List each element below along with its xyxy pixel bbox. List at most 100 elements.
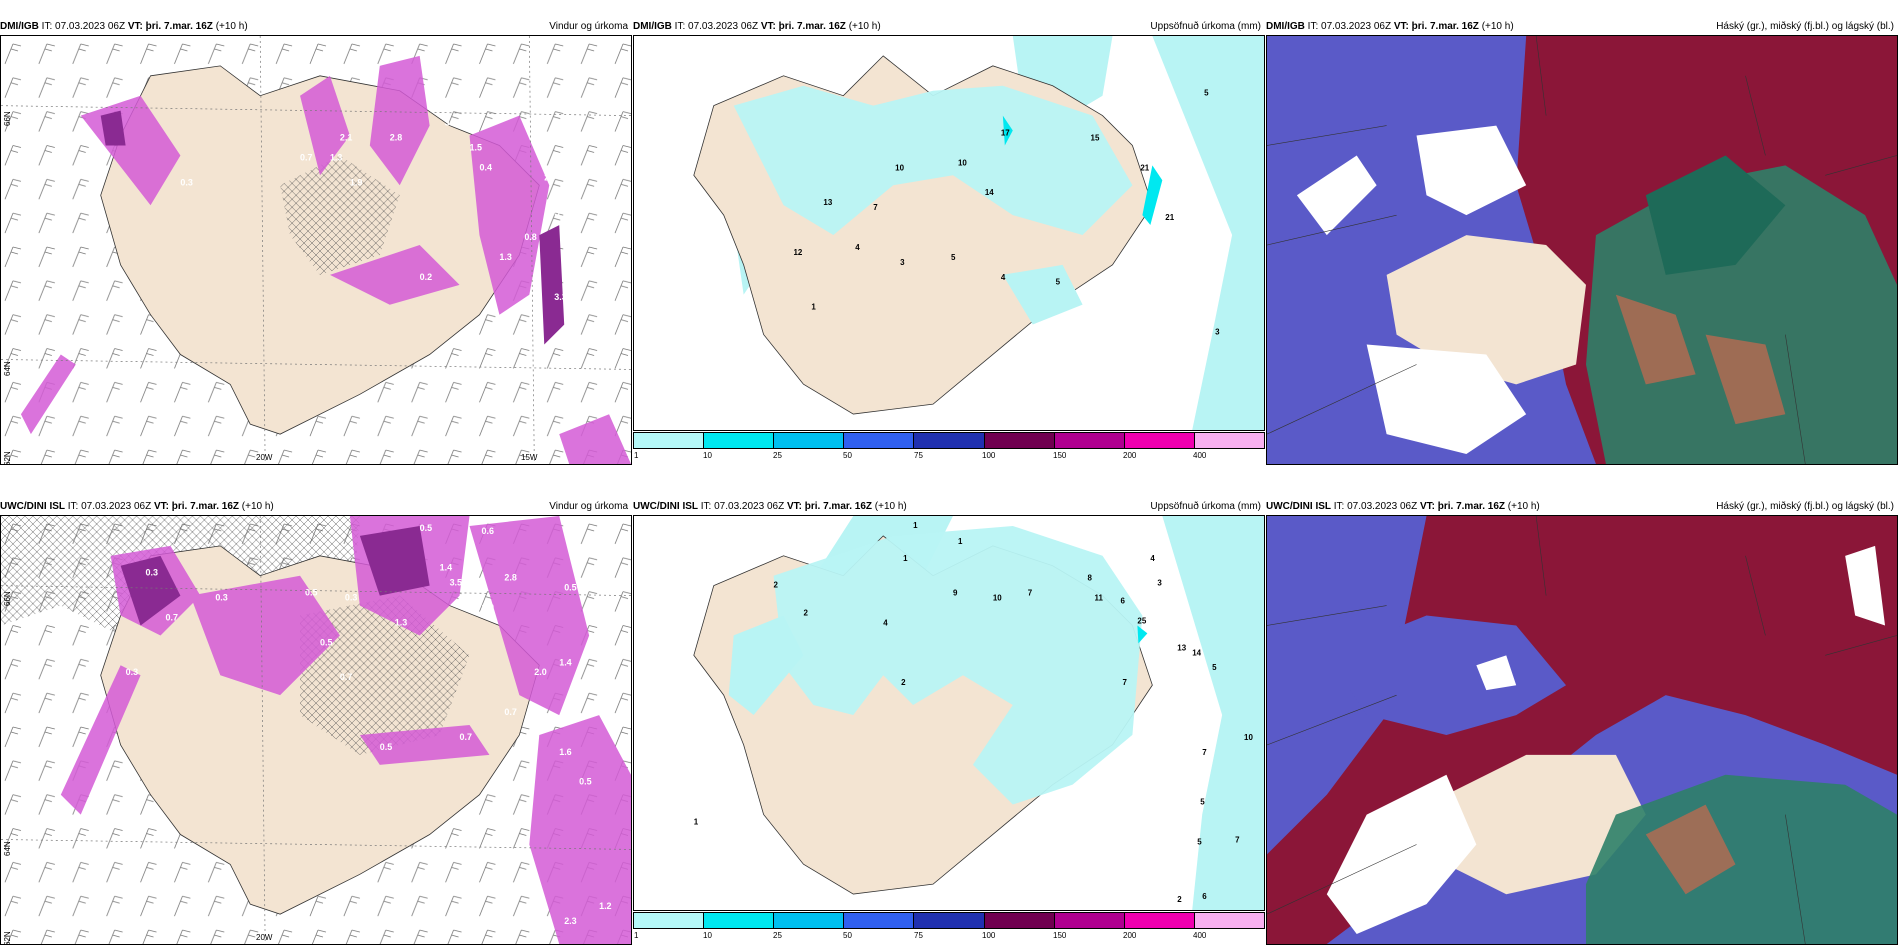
lead-time: (+10 h) bbox=[241, 501, 274, 512]
init-time: IT: 07.03.2023 06Z bbox=[1333, 501, 1418, 512]
cloud-map bbox=[1267, 36, 1897, 464]
colorbar bbox=[633, 912, 1265, 929]
colorbar-tick: 1 bbox=[634, 451, 639, 460]
precip-value: 4 bbox=[883, 618, 888, 627]
precip-label: 0.8 bbox=[524, 232, 536, 242]
precip-value: 15 bbox=[1091, 133, 1100, 142]
colorbar-segment bbox=[774, 433, 845, 448]
precip-label: 0.7 bbox=[165, 613, 177, 623]
precip-value: 2 bbox=[774, 581, 779, 590]
panel-header: DMI/IGB IT: 07.03.2023 06Z VT: þri. 7.ma… bbox=[0, 20, 632, 34]
precip-value: 11 bbox=[1095, 594, 1104, 603]
valid-time: VT: þri. 7.mar. 16Z bbox=[786, 501, 873, 512]
map-area[interactable]: 1 1 2 2 4 1 8 11 6 10 7 9 3 4 25 13 14 5… bbox=[633, 515, 1265, 911]
lon-label: 20W bbox=[256, 933, 273, 942]
model-name: UWC/DINI ISL bbox=[633, 501, 698, 512]
colorbar-segment bbox=[634, 433, 705, 448]
accum-precip-map: 1 1 2 2 4 1 8 11 6 10 7 9 3 4 25 13 14 5… bbox=[693, 516, 1264, 910]
precip-cyan bbox=[1002, 115, 1163, 226]
colorbar-segment bbox=[984, 913, 1055, 928]
colorbar-segment bbox=[1124, 433, 1195, 448]
valid-time: VT: þri. 7.mar. 16Z bbox=[127, 21, 213, 32]
precip-mid bbox=[733, 85, 1133, 235]
model-name: UWC/DINI ISL bbox=[0, 501, 65, 512]
precip-label: 1.3 bbox=[330, 152, 342, 162]
precip-value: 5 bbox=[951, 253, 956, 262]
accum-precip-map: 5 17 15 10 10 14 21 21 13 7 4 12 3 5 4 5… bbox=[693, 36, 1264, 430]
colorbar-tick: 75 bbox=[914, 451, 923, 460]
colorbar-ticks: 1 10 25 50 75 100 150 200 400 bbox=[633, 451, 1265, 461]
land-clear bbox=[1386, 235, 1586, 385]
model-name: DMI/IGB bbox=[633, 21, 672, 32]
precip-west bbox=[728, 615, 804, 715]
colorbar-segment bbox=[914, 913, 985, 928]
precip-label: 0.5 bbox=[420, 523, 432, 533]
precip-value: 17 bbox=[1001, 129, 1010, 138]
precip-label: 0.6 bbox=[481, 526, 493, 536]
precip-value: 7 bbox=[1235, 835, 1240, 844]
high-cloud-dense bbox=[1645, 155, 1786, 275]
precip-value: 12 bbox=[793, 248, 802, 257]
precip-value: 10 bbox=[993, 594, 1002, 603]
precip-value: 25 bbox=[1137, 616, 1146, 625]
precip-label: 3.7 bbox=[549, 207, 561, 217]
precip-label: 2.3 bbox=[564, 916, 576, 926]
init-time: IT: 07.03.2023 06Z bbox=[67, 501, 152, 512]
map-area[interactable]: 0.5 0.6 0.3 0.3 0.7 0.5 0.3 1.4 3.5 1.9 … bbox=[0, 515, 632, 945]
colorbar-segment bbox=[704, 433, 775, 448]
precip-mid bbox=[773, 525, 1143, 805]
map-area[interactable] bbox=[1266, 35, 1898, 465]
precip-value: 5 bbox=[1200, 798, 1205, 807]
precip-value: 14 bbox=[985, 188, 994, 197]
precip-value: 4 bbox=[1001, 273, 1006, 282]
colorbar-tick: 25 bbox=[773, 931, 782, 940]
valid-time: VT: þri. 7.mar. 16Z bbox=[1419, 501, 1506, 512]
panel-header: UWC/DINI ISL IT: 07.03.2023 06Z VT: þri.… bbox=[0, 500, 632, 514]
precip-value: 1 bbox=[958, 537, 963, 546]
colorbar-segment bbox=[914, 433, 985, 448]
panel-dmi-wind: DMI/IGB IT: 07.03.2023 06Z VT: þri. 7.ma… bbox=[0, 20, 632, 465]
field-title: Vindur og úrkoma bbox=[549, 501, 628, 512]
mixed-cloud bbox=[1645, 804, 1736, 895]
precip-label: 0.5 bbox=[380, 742, 392, 752]
precip-label: 2.8 bbox=[390, 133, 402, 143]
precip-areas bbox=[60, 516, 631, 944]
precip-label: 0.3 bbox=[215, 593, 227, 603]
valid-time: VT: þri. 7.mar. 16Z bbox=[153, 501, 240, 512]
precip-value: 8 bbox=[1088, 574, 1093, 583]
cloud-hatch bbox=[300, 595, 470, 755]
precip-value: 13 bbox=[1177, 643, 1186, 652]
colorbar-tick: 200 bbox=[1123, 931, 1137, 940]
colorbar-segment bbox=[844, 913, 915, 928]
precip-label: 0.3 bbox=[126, 667, 138, 677]
colorbar-tick: 25 bbox=[773, 451, 782, 460]
precip-value: 6 bbox=[1120, 597, 1125, 606]
cloud-map bbox=[1267, 516, 1897, 944]
precip-cyan bbox=[1137, 625, 1148, 644]
init-time: IT: 07.03.2023 06Z bbox=[700, 501, 785, 512]
precip-value: 9 bbox=[953, 589, 958, 598]
precip-label: 1.3 bbox=[499, 252, 511, 262]
mixed-cloud bbox=[1615, 294, 1786, 425]
panel-header: DMI/IGB IT: 07.03.2023 06Z VT: þri. 7.ma… bbox=[1266, 20, 1898, 34]
map-area[interactable] bbox=[1266, 515, 1898, 945]
map-area[interactable]: 5 17 15 10 10 14 21 21 13 7 4 12 3 5 4 5… bbox=[633, 35, 1265, 431]
colorbar-segment bbox=[844, 433, 915, 448]
precip-label: 1.4 bbox=[440, 563, 452, 573]
precip-label: 2.1 bbox=[340, 133, 352, 143]
model-name: DMI/IGB bbox=[0, 21, 39, 32]
field-title: Háský (gr.), miðský (fj.bl.) og lágský (… bbox=[1716, 21, 1894, 32]
map-area[interactable]: 2.1 2.8 3.3 1.5 0.4 1.9 1.3 2.7 3.7 0.8 … bbox=[0, 35, 632, 465]
precip-label: 0.4 bbox=[479, 162, 491, 172]
panel-uwc-clouds: UWC/DINI ISL IT: 07.03.2023 06Z VT: þri.… bbox=[1266, 500, 1898, 945]
colorbar-segment bbox=[1194, 433, 1264, 448]
precip-value: 3 bbox=[900, 258, 905, 267]
precip-value: 1 bbox=[903, 554, 908, 563]
precip-label: 0.7 bbox=[460, 732, 472, 742]
init-time: IT: 07.03.2023 06Z bbox=[41, 21, 126, 32]
colorbar-tick: 100 bbox=[982, 451, 996, 460]
panel-header: DMI/IGB IT: 07.03.2023 06Z VT: þri. 7.ma… bbox=[633, 20, 1265, 34]
precip-label: 0.7 bbox=[340, 672, 352, 682]
model-name: UWC/DINI ISL bbox=[1266, 501, 1331, 512]
precip-label: 0.7 bbox=[300, 152, 312, 162]
